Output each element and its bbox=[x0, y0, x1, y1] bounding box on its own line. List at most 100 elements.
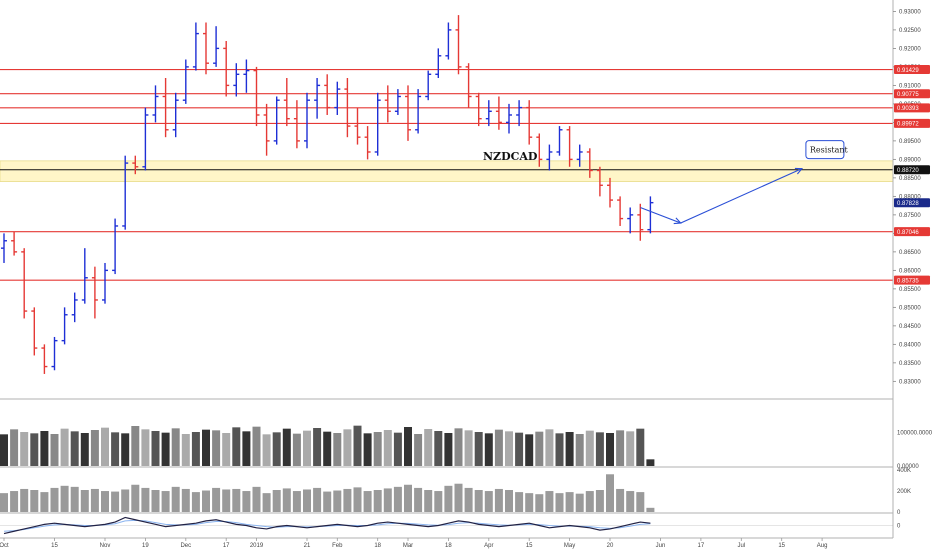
volume2-bar bbox=[111, 491, 120, 512]
volume-bar bbox=[343, 429, 352, 466]
x-tick-label: Apr bbox=[484, 543, 493, 549]
volume-bar bbox=[171, 428, 180, 466]
volume2-bar bbox=[252, 486, 261, 512]
volume-bar bbox=[323, 431, 332, 466]
volume-bar bbox=[424, 429, 433, 466]
volume-bar bbox=[515, 432, 524, 466]
level-tag bbox=[894, 118, 930, 128]
volume-bar bbox=[131, 426, 140, 466]
volume-bar bbox=[40, 431, 49, 466]
price-tick-label: 0.86500 bbox=[899, 250, 921, 256]
volume-bar bbox=[575, 434, 584, 466]
volume-bar bbox=[30, 433, 39, 466]
volume-bar bbox=[191, 432, 200, 466]
level-tag-label: 0.88720 bbox=[897, 168, 919, 174]
price-tick-label: 0.93000 bbox=[899, 9, 921, 15]
volume-bar bbox=[484, 433, 493, 466]
volume-bar bbox=[70, 431, 79, 466]
volume-bar bbox=[292, 433, 301, 466]
level-tag bbox=[894, 227, 930, 237]
volume-bar bbox=[646, 459, 655, 466]
volume2-bar bbox=[272, 490, 281, 512]
x-tick-label: 17 bbox=[223, 543, 230, 549]
volume-bar bbox=[444, 433, 453, 466]
volume-bar bbox=[414, 434, 423, 466]
volume2-bar bbox=[131, 484, 140, 512]
volume-bar bbox=[434, 431, 443, 466]
volume-bar bbox=[111, 432, 120, 466]
volume2-bar bbox=[242, 491, 251, 512]
volume-tick-label: 100000.00000 bbox=[897, 431, 932, 437]
volume2-bar bbox=[585, 491, 594, 512]
level-tag-label: 0.85735 bbox=[897, 278, 919, 284]
volume-bar bbox=[535, 431, 544, 466]
x-tick-label: 20 bbox=[607, 543, 614, 549]
volume2-bar bbox=[464, 487, 473, 512]
price-tick-label: 0.92500 bbox=[899, 28, 921, 34]
price-tick-label: 0.85000 bbox=[899, 305, 921, 311]
volume2-bar bbox=[555, 493, 564, 512]
price-tick-label: 0.84000 bbox=[899, 342, 921, 348]
volume-bar bbox=[525, 434, 534, 466]
volume2-bar bbox=[393, 486, 402, 512]
volume2-bar bbox=[212, 487, 221, 512]
x-tick-label: 18 bbox=[445, 543, 452, 549]
symbol-label: NZDCAD bbox=[483, 150, 538, 163]
volume2-bar bbox=[30, 490, 39, 512]
x-tick-label: Jul bbox=[737, 543, 745, 549]
volume-bar bbox=[242, 431, 251, 466]
volume-bar bbox=[141, 429, 150, 466]
volume-bar bbox=[10, 429, 19, 466]
x-tick-label: Jun bbox=[656, 543, 666, 549]
volume2-bar bbox=[484, 491, 493, 512]
volume2-bar bbox=[404, 484, 412, 512]
oscillator-line bbox=[3, 516, 651, 535]
volume2-bar bbox=[70, 486, 79, 512]
volume-bar bbox=[90, 430, 99, 466]
volume2-bar bbox=[353, 487, 362, 512]
x-tick-label: 15 bbox=[51, 543, 58, 549]
volume-bar bbox=[121, 433, 130, 466]
x-tick-label: Nov bbox=[100, 543, 111, 549]
level-tag bbox=[894, 65, 930, 75]
volume2-bar bbox=[10, 491, 19, 512]
volume2-bar bbox=[40, 492, 49, 512]
resistance-zone bbox=[0, 160, 894, 182]
price-tick-label: 0.89000 bbox=[899, 157, 921, 163]
volume-bar bbox=[272, 432, 281, 466]
x-tick-label: 17 bbox=[698, 543, 705, 549]
volume-bar bbox=[282, 428, 291, 466]
volume2-bar bbox=[333, 490, 342, 512]
volume2-bar bbox=[454, 483, 463, 512]
x-tick-label: 19 bbox=[142, 543, 149, 549]
arrow-head bbox=[673, 217, 682, 225]
volume-bar bbox=[616, 430, 625, 466]
current-price-label: 0.87828 bbox=[897, 201, 919, 207]
price-tick-label: 0.89500 bbox=[899, 139, 921, 145]
resistance-zone-layer bbox=[0, 160, 894, 182]
volume2-bar bbox=[292, 491, 301, 512]
x-tick-label: Mar bbox=[403, 543, 413, 549]
volume2-bar bbox=[606, 474, 614, 512]
current-price-tag bbox=[894, 198, 930, 208]
level-tag bbox=[894, 275, 930, 285]
volume2-bar bbox=[141, 487, 150, 512]
level-tag-label: 0.90393 bbox=[897, 106, 919, 112]
volume2-bar bbox=[474, 490, 483, 512]
volume2-bar bbox=[323, 491, 332, 512]
volume2-bar bbox=[313, 487, 322, 512]
volume2-bar bbox=[383, 488, 392, 512]
volume2-bar bbox=[121, 489, 130, 512]
volume2-bar bbox=[151, 490, 160, 512]
volume2-bar bbox=[424, 490, 433, 512]
price-tick-label: 0.83000 bbox=[899, 379, 921, 385]
volume2-bar bbox=[202, 490, 210, 512]
volume-bar bbox=[313, 428, 322, 466]
volume2-bar bbox=[494, 488, 503, 512]
price-tags-layer: 0.91429 0.90775 0.90393 0.89972 0.88720 0.870… bbox=[894, 65, 930, 285]
volume2-bar bbox=[373, 490, 382, 512]
volume2-bar bbox=[80, 490, 89, 512]
volume-bar bbox=[222, 433, 231, 466]
